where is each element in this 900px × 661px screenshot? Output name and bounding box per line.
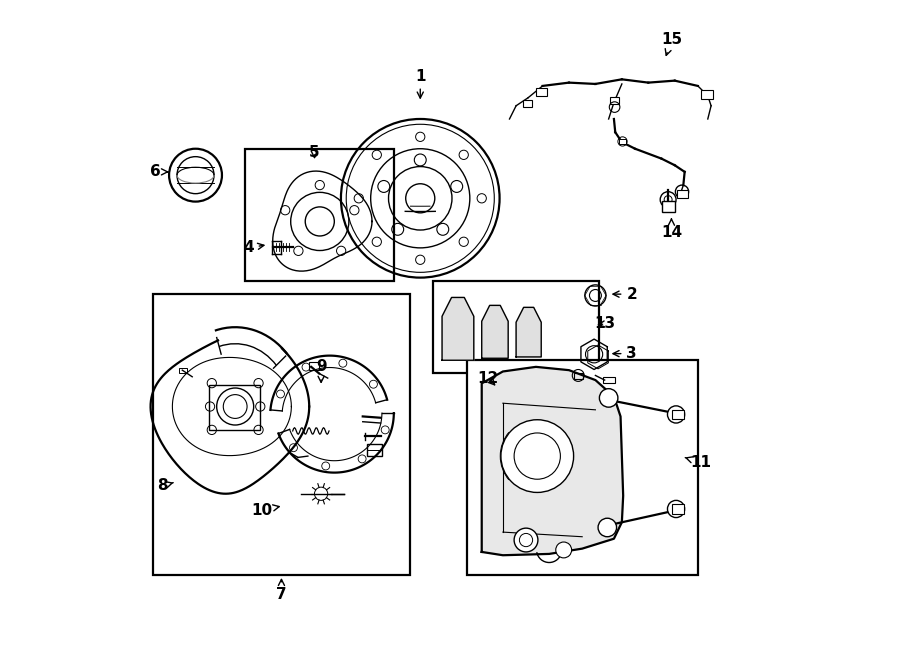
Circle shape [598, 518, 616, 537]
Bar [523, 100, 532, 107]
Circle shape [514, 433, 561, 479]
Bar [179, 368, 187, 373]
Text: 14: 14 [661, 219, 682, 240]
Polygon shape [482, 367, 623, 555]
Bar [573, 373, 583, 379]
Text: 1: 1 [415, 69, 426, 98]
Bar [245, 149, 394, 281]
Text: 11: 11 [685, 455, 712, 470]
Circle shape [501, 420, 573, 492]
Bar [367, 444, 382, 456]
Circle shape [668, 500, 685, 518]
Text: 8: 8 [158, 479, 174, 493]
Bar [153, 294, 410, 575]
Circle shape [514, 528, 538, 552]
Text: 3: 3 [613, 346, 637, 361]
Bar [672, 504, 684, 514]
Text: 6: 6 [150, 165, 167, 179]
Circle shape [556, 542, 572, 558]
Bar [678, 190, 688, 198]
Text: 15: 15 [661, 32, 682, 56]
Bar [536, 88, 546, 96]
Bar [619, 139, 625, 144]
Text: 5: 5 [310, 145, 320, 159]
Text: 2: 2 [613, 287, 637, 301]
Bar [309, 362, 320, 370]
Text: 7: 7 [276, 580, 287, 602]
Bar [672, 410, 684, 419]
Polygon shape [482, 305, 508, 358]
Bar [434, 281, 598, 373]
Text: 4: 4 [243, 241, 264, 255]
Polygon shape [516, 307, 541, 357]
Text: 10: 10 [251, 503, 279, 518]
Bar [603, 377, 616, 383]
Text: 13: 13 [595, 317, 616, 331]
Polygon shape [442, 297, 473, 360]
Bar [466, 360, 698, 575]
Circle shape [599, 389, 618, 407]
Bar [610, 97, 619, 104]
Text: 9: 9 [316, 360, 327, 382]
Bar [209, 385, 260, 430]
Circle shape [668, 406, 685, 423]
Bar [662, 201, 675, 212]
Bar [701, 90, 713, 99]
Text: 12: 12 [478, 371, 499, 385]
